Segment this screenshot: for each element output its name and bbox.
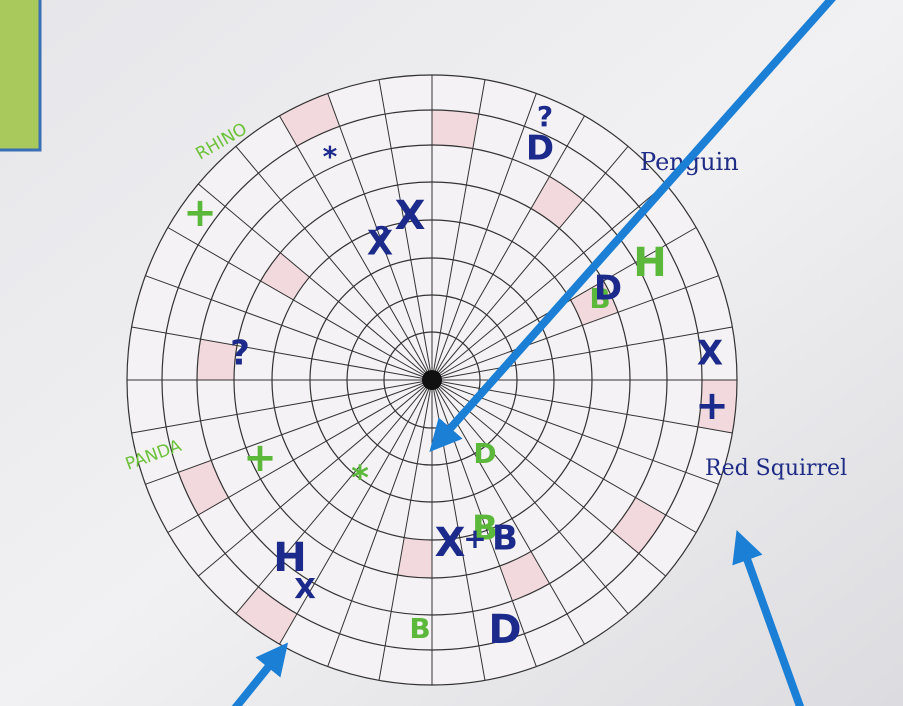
spoke — [431, 183, 666, 381]
symbol: * — [351, 459, 369, 499]
spoke — [431, 275, 719, 381]
wheel — [126, 74, 738, 686]
spoke — [235, 146, 433, 381]
symbol: B — [472, 509, 498, 549]
symbol: + — [463, 522, 486, 555]
shaded-cell — [499, 551, 550, 601]
spoke — [431, 79, 486, 381]
symbol: * — [323, 140, 338, 173]
symbol: D — [594, 269, 622, 309]
spoke — [167, 379, 433, 533]
symbol: H — [273, 535, 306, 581]
spoke — [431, 379, 629, 614]
spoke — [279, 115, 433, 381]
symbol: B — [409, 612, 430, 645]
symbol: + — [695, 383, 729, 429]
symbol: H — [633, 240, 666, 286]
spoke — [235, 379, 433, 614]
spoke — [378, 79, 433, 381]
label-red-squirrel: Red Squirrel — [705, 456, 847, 481]
spoke — [431, 326, 733, 381]
spoke — [327, 379, 433, 667]
arrow — [231, 642, 289, 706]
symbol: X — [395, 193, 426, 239]
spoke — [378, 379, 433, 681]
spoke — [431, 379, 666, 577]
symbol: ? — [374, 220, 390, 253]
symbol: + — [243, 435, 277, 481]
symbol: B — [589, 282, 610, 315]
hub — [422, 370, 442, 390]
symbol: X — [697, 334, 723, 374]
symbol: D — [488, 607, 521, 653]
symbol: ? — [230, 334, 250, 374]
spoke — [198, 379, 433, 577]
shaded-cell — [397, 537, 432, 578]
spoke — [131, 326, 433, 381]
shaded-cell — [432, 110, 479, 149]
symbol: B — [492, 519, 518, 559]
shaded-cell — [260, 252, 310, 300]
shaded-cell — [612, 497, 666, 554]
symbol: ? — [537, 100, 553, 133]
symbol: D — [526, 129, 554, 169]
arrow — [429, 0, 836, 452]
spoke — [431, 93, 537, 381]
spoke — [167, 227, 433, 381]
shaded-cell — [197, 339, 238, 380]
shaded-cell — [697, 380, 737, 433]
spoke — [198, 183, 433, 381]
spoke — [327, 93, 433, 381]
symbol: + — [183, 190, 217, 236]
spoke — [145, 275, 433, 381]
arrow — [732, 529, 805, 706]
green-box — [0, 0, 42, 152]
symbol: D — [473, 437, 496, 470]
spoke — [131, 379, 433, 434]
spoke — [431, 115, 585, 381]
shaded-cell — [279, 93, 340, 147]
spoke — [431, 146, 629, 381]
shaded-cell — [570, 281, 619, 326]
spoke — [145, 379, 433, 485]
symbol: X — [435, 520, 466, 566]
symbol: X — [367, 224, 393, 264]
shaded-cell — [235, 586, 297, 645]
symbol: X — [294, 572, 316, 605]
spoke — [279, 379, 433, 645]
